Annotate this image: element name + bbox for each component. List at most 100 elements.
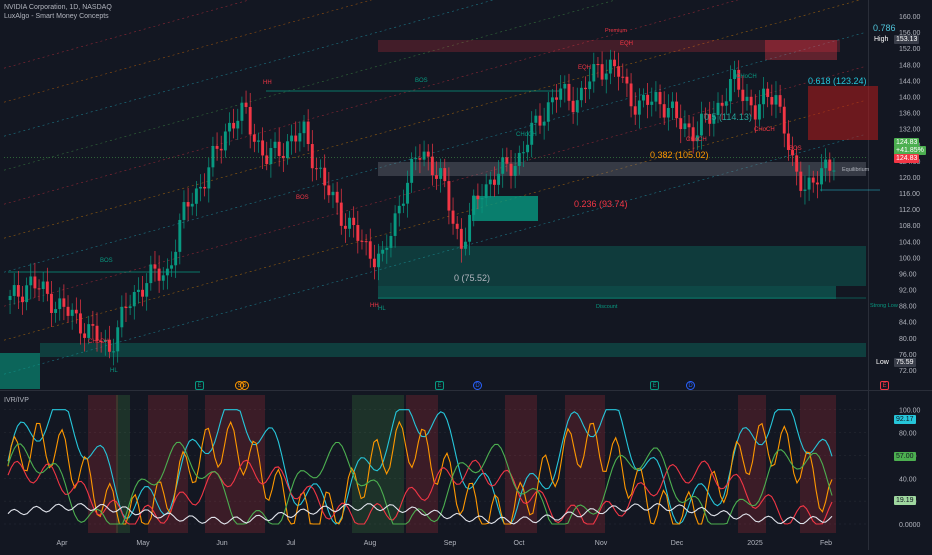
candle-body — [687, 123, 691, 128]
iv-line — [7, 459, 833, 525]
high-label: High — [872, 35, 891, 44]
candle-body — [650, 101, 654, 105]
candle-body — [625, 76, 629, 84]
candle-body — [497, 173, 501, 185]
structure-label: BOS — [100, 258, 113, 264]
price-tick-label: 116.00 — [899, 191, 920, 198]
low-label: Low — [874, 358, 891, 367]
candle-body — [298, 133, 302, 142]
price-tick-label: 160.00 — [899, 14, 921, 21]
volatility-band — [406, 395, 438, 533]
candle-body — [782, 106, 786, 134]
candle-body — [240, 102, 244, 121]
volatility-band — [352, 395, 404, 533]
candle-body — [824, 159, 828, 169]
candle-body — [190, 203, 194, 207]
structure-label: EQH — [620, 41, 633, 47]
fib-level-label: 0.236 (93.74) — [574, 199, 628, 209]
time-tick-label: 2025 — [747, 540, 763, 547]
candle-body — [517, 152, 521, 166]
candle-body — [45, 281, 49, 294]
structure-label: CHoCH — [736, 74, 757, 80]
channel-line — [3, 99, 867, 341]
price-tick-label: 72.00 — [899, 368, 917, 375]
earnings-event-icon[interactable]: E — [435, 381, 444, 390]
candle-body — [675, 101, 679, 119]
candle-body — [360, 240, 364, 242]
candle-body — [778, 95, 782, 107]
price-tick-label: 76.00 — [899, 352, 917, 359]
candle-body — [165, 268, 169, 276]
candle-body — [161, 275, 165, 281]
high-value: 153.13 — [894, 35, 920, 44]
iv-avg-line — [7, 503, 833, 525]
candle-body — [410, 158, 414, 183]
candle-body — [720, 102, 724, 106]
candle-body — [203, 186, 207, 189]
candle-body — [157, 268, 161, 281]
candle-body — [95, 325, 99, 341]
volatility-band — [116, 395, 130, 533]
candle-body — [372, 258, 376, 268]
price-tick-label: 104.00 — [899, 239, 921, 246]
candle-body — [319, 167, 323, 169]
candle-body — [418, 158, 422, 160]
earnings-event-icon[interactable]: E — [880, 381, 889, 390]
candle-body — [815, 182, 819, 185]
order-block-bullish — [472, 196, 538, 221]
dividend-event-icon[interactable]: D — [686, 381, 695, 390]
hv-line — [7, 441, 833, 525]
price-tick-label: 136.00 — [899, 111, 921, 118]
low-value: 75.59 — [894, 358, 916, 367]
candle-body — [691, 127, 695, 142]
time-tick-label: May — [136, 540, 150, 547]
candle-body — [120, 306, 124, 328]
candle-body — [145, 283, 149, 297]
channel-line — [3, 31, 867, 273]
candle-body — [286, 141, 289, 159]
last-price: 124.83 — [894, 138, 920, 147]
candle-body — [435, 175, 438, 179]
candle-body — [571, 100, 575, 113]
candle-body — [745, 96, 749, 101]
candle-body — [762, 88, 765, 105]
price-tick-label: 132.00 — [899, 127, 921, 134]
candle-body — [244, 102, 248, 107]
candle-body — [604, 73, 608, 80]
candle-body — [472, 195, 476, 215]
candle-body — [219, 148, 223, 151]
candle-body — [704, 113, 708, 115]
sub-val3: 19.19 — [894, 496, 916, 505]
candle-body — [277, 141, 281, 156]
candle-body — [617, 66, 621, 77]
candle-body — [505, 157, 509, 164]
candle-body — [182, 202, 186, 220]
zone-label: Strong Low — [870, 303, 898, 309]
earnings-event-icon[interactable]: E — [650, 381, 659, 390]
candle-body — [149, 264, 153, 284]
candle-body — [199, 186, 202, 189]
candle-body — [666, 107, 670, 118]
candle-body — [608, 59, 612, 74]
candle-body — [658, 92, 662, 105]
prev-price: 124.83 — [894, 154, 920, 163]
candle-body — [215, 145, 219, 149]
split-event-icon[interactable]: S — [240, 381, 249, 390]
dividend-event-icon[interactable]: D — [473, 381, 482, 390]
equilibrium-zone — [378, 162, 866, 176]
candle-body — [683, 123, 687, 130]
candle-body — [592, 64, 596, 82]
candle-body — [799, 171, 803, 191]
candle-body — [828, 159, 832, 171]
candle-body — [476, 195, 480, 200]
candle-body — [29, 276, 33, 286]
candle-body — [99, 340, 103, 343]
earnings-event-icon[interactable]: E — [195, 381, 204, 390]
candle-body — [170, 265, 173, 269]
structure-label: CHoCH — [88, 339, 109, 345]
candle-body — [368, 241, 372, 259]
channel-line — [3, 133, 867, 375]
candle-body — [174, 251, 178, 266]
channel-line — [3, 0, 617, 171]
